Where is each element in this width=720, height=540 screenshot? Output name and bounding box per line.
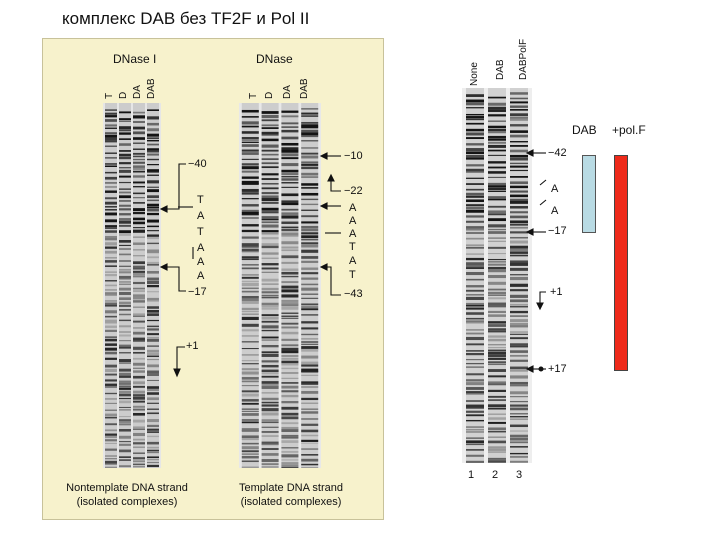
seq-r-a1: A [551,183,559,195]
mark-minus40: −40 [188,158,207,170]
seq-nt-4: A [197,242,205,254]
dab-protection-bar [582,155,596,233]
caption-nontemplate-line2: (isolated complexes) [76,495,178,508]
caption-nontemplate: Nontemplate DNA strand (isolated complex… [57,482,197,510]
lane-number-1: 1 [468,469,475,481]
mark-r-plus1: +1 [550,286,563,298]
seq-t-6: T [349,269,356,281]
seq-t-3: A [349,228,357,240]
seq-nt-6: A [197,270,205,282]
mark-minus43: −43 [344,288,363,300]
caption-template-line1: Template DNA strand [239,482,343,494]
nontemplate-gel-image [103,103,161,468]
legend-dab-label: DAB [572,123,597,137]
polf-protection-bar [614,155,628,371]
mark-minus10: −10 [344,150,363,162]
slide-title: комплекс DAB без TF2F и Pol II [62,9,310,28]
mark-r-plus17: +17 [548,363,567,375]
seq-t-2: A [349,215,357,227]
seq-nt-3: T [197,226,204,238]
legend-polf-label: +pol.F [612,123,646,137]
dnase2-header: DNase [256,52,293,66]
mark-plus1: +1 [186,340,199,352]
transcription-gel-image [462,88,532,463]
mark-minus22: −22 [344,185,363,197]
seq-nt-2: A [197,210,205,222]
seq-t-5: A [349,255,357,267]
mark-r-minus42: −42 [548,147,567,159]
footprint-figure-panel: DNase I DNase T D DA DAB T D DA DAB −40 … [42,38,384,520]
mark-r-minus17: −17 [548,225,567,237]
caption-template-line2: (isolated complexes) [240,495,342,508]
seq-t-4: T [349,241,356,253]
caption-nontemplate-line1: Nontemplate DNA strand [66,482,188,494]
seq-r-a2: A [551,205,559,217]
caption-template: Template DNA strand (isolated complexes) [221,482,361,510]
seq-nt-5: A [197,256,205,268]
dnase1-header: DNase I [113,52,157,66]
lane-number-2: 2 [492,469,499,481]
lane-number-3: 3 [516,469,523,481]
template-gel-image [239,103,321,468]
mark-minus17: −17 [188,286,207,298]
seq-t-1: A [349,202,357,214]
seq-nt-1: T [197,194,204,206]
footprint-annotation-lines [159,152,341,378]
